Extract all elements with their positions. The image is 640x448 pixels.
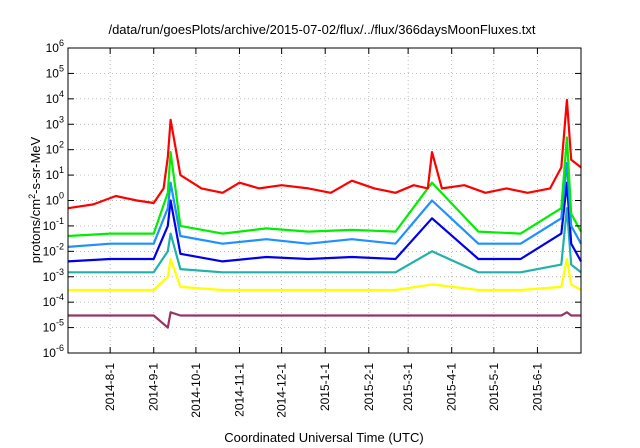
x-tick-label: 2015-1-1 — [318, 363, 332, 411]
y-tick-label: 10-2 — [43, 241, 64, 258]
y-tick-label: 10-1 — [43, 216, 64, 233]
x-tick-label: 2014-9-1 — [147, 363, 161, 411]
grid-lines — [68, 48, 581, 353]
y-tick-label: 105 — [46, 63, 64, 80]
y-axis: 10-6 10-5 10-4 10-3 10-2 10-1 100 101 102 103 104 1… — [43, 38, 581, 360]
x-tick-label: 2015-5-1 — [487, 363, 501, 411]
y-tick-label: 104 — [46, 89, 64, 106]
series-line — [67, 161, 582, 248]
y-tick-label: 10-5 — [43, 318, 64, 335]
x-tick-label: 2014-10-1 — [189, 363, 203, 418]
y-tick-label: 102 — [46, 140, 64, 157]
y-tick-label: 101 — [46, 165, 64, 182]
x-tick-label: 2015-2-1 — [362, 363, 376, 411]
series-line — [68, 207, 582, 274]
series-line — [68, 311, 581, 329]
x-axis: 2014-8-1 2014-9-1 2014-10-1 2014-11-1 2014-1… — [103, 48, 544, 418]
series-line — [67, 98, 582, 210]
series-line — [67, 181, 582, 263]
y-axis-title: protons/cm2-s-sr-MeV — [27, 136, 43, 263]
y-tick-label: 100 — [46, 191, 64, 208]
x-tick-label: 2015-6-1 — [530, 363, 544, 411]
y-tick-label: 10-4 — [43, 292, 64, 309]
series-line — [67, 136, 582, 238]
x-tick-label: 2014-12-1 — [275, 363, 289, 418]
x-tick-label: 2015-3-1 — [401, 363, 415, 411]
x-tick-label: 2014-11-1 — [232, 363, 246, 417]
y-tick-label: 106 — [46, 38, 64, 55]
x-axis-title: Coordinated Universal Time (UTC) — [224, 430, 423, 445]
y-tick-label: 10-6 — [43, 343, 64, 360]
x-tick-label: 2015-4-1 — [445, 363, 459, 411]
series-group — [67, 98, 582, 329]
y-tick-label: 103 — [46, 114, 64, 131]
chart-title: /data/run/goesPlots/archive/2015-07-02/f… — [108, 22, 535, 37]
series-line — [68, 257, 582, 292]
y-tick-label: 10-3 — [43, 267, 64, 284]
x-tick-label: 2014-8-1 — [103, 363, 117, 411]
